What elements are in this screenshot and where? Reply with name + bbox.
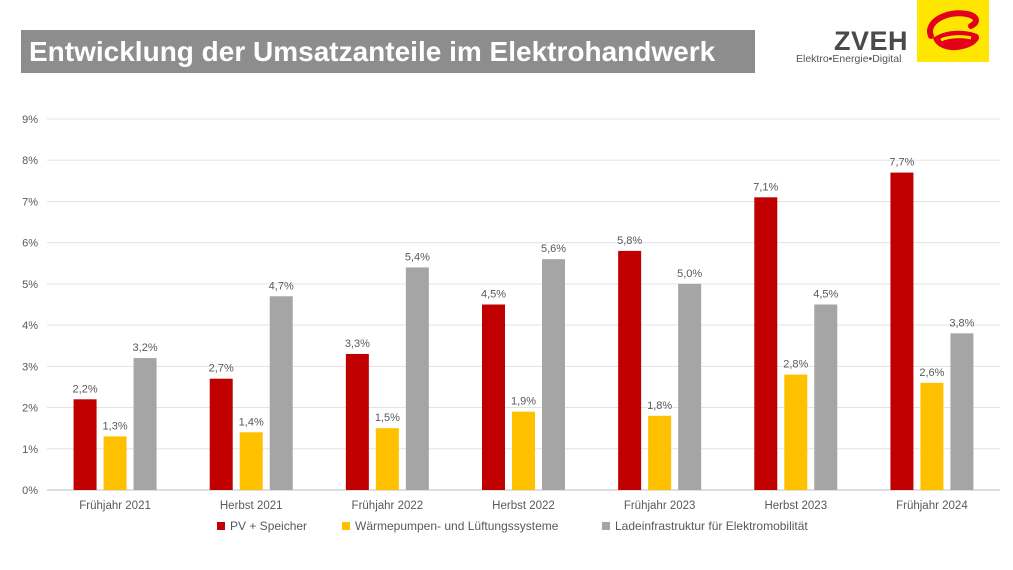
y-tick-label: 3% [22,361,38,373]
data-label: 7,7% [889,157,914,169]
bar [482,304,505,490]
x-tick-label: Herbst 2022 [492,500,555,512]
bar [814,304,838,490]
bar [103,436,127,490]
legend-swatch [342,522,350,530]
legend-item-pv: PV + Speicher [217,519,307,533]
data-label: 5,4% [405,251,430,263]
x-tick-label: Frühjahr 2024 [896,500,968,512]
bar [73,399,97,490]
bar [133,358,157,490]
e-mark-icon [917,0,989,62]
y-tick-label: 6% [22,238,38,250]
y-tick-label: 5% [22,279,38,291]
data-label: 5,0% [677,268,702,280]
data-label: 1,9% [511,396,536,408]
bar [512,411,535,490]
x-tick-label: Frühjahr 2023 [624,500,696,512]
bar [754,197,778,491]
bar [618,250,642,490]
legend-label: PV + Speicher [230,519,308,533]
data-label: 3,3% [345,338,370,350]
legend-label: Wärmepumpen- und Lüftungssysteme [355,519,559,533]
data-label: 3,2% [133,342,158,354]
bar [375,428,399,490]
data-label: 2,6% [919,367,944,379]
bar [542,259,565,490]
page-title: Entwicklung der Umsatzanteile im Elektro… [29,36,716,67]
bar [784,374,808,490]
bar [920,382,944,490]
logo-tagline: Elektro•Energie•Digital [796,53,902,65]
y-tick-label: 2% [22,403,38,415]
y-tick-label: 1% [22,444,38,456]
bar [678,283,702,490]
bar-chart: 0% 1% 2% 3% 4% 5% 6% 7% 8% 9% Frühjahr 2021 Herbst … [22,114,1000,512]
x-tick-label: Herbst 2023 [764,500,827,512]
bar [345,353,369,490]
data-label: 2,2% [73,383,98,395]
data-label: 7,1% [753,181,778,193]
zveh-logo: ZVEH Elektro•Energie•Digital [792,0,992,70]
y-tick-label: 9% [22,114,38,126]
bar [890,172,914,491]
x-tick-label: Herbst 2021 [220,500,283,512]
logo-name: ZVEH [834,26,909,56]
y-tick-label: 8% [22,155,38,167]
data-label: 5,8% [617,235,642,247]
data-label: 5,6% [541,243,566,255]
legend-item-ladeinfrastruktur: Ladeinfrastruktur für Elektromobilität [602,519,808,533]
legend-swatch [217,522,225,530]
data-label: 2,8% [783,359,808,371]
bar [239,432,263,490]
data-label: 1,3% [103,420,128,432]
y-tick-label: 7% [22,196,38,208]
chart-legend: PV + Speicher Wärmepumpen- und Lüftungss… [0,519,1013,539]
bar [209,378,233,490]
title-bar: Entwicklung der Umsatzanteile im Elektro… [21,30,755,73]
y-tick-label: 4% [22,320,38,332]
data-label: 1,4% [239,416,264,428]
legend-label: Ladeinfrastruktur für Elektromobilität [615,519,808,533]
x-tick-label: Frühjahr 2022 [352,500,424,512]
data-label: 2,7% [209,363,234,375]
legend-item-waermepumpen: Wärmepumpen- und Lüftungssysteme [342,519,558,533]
data-label: 3,8% [949,317,974,329]
data-label: 4,5% [813,289,838,301]
bar [950,333,974,490]
data-label: 4,5% [481,289,506,301]
legend-swatch [602,522,610,530]
x-tick-label: Frühjahr 2021 [79,500,151,512]
bar [648,415,672,490]
data-label: 1,5% [375,412,400,424]
bar [269,296,293,490]
bar [405,267,429,490]
y-tick-label: 0% [22,485,38,497]
data-label: 1,8% [647,400,672,412]
data-label: 4,7% [269,280,294,292]
